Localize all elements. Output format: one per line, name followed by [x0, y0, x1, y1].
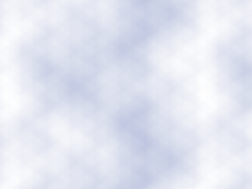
NiFe-MOF/NF — [39, 154, 42, 156]
Ni₃N/NF — [242, 133, 245, 135]
Ni₃N/NF — [219, 149, 222, 151]
IrO₂/NF — [118, 154, 121, 156]
NiFe-MOF@Ni₃N/NF — [228, 7, 231, 9]
Ni₃N/NF — [246, 127, 249, 129]
NiFe-MOF/NF — [75, 154, 78, 156]
NiFe-MOF@Ni₃N/NF — [127, 154, 130, 156]
X-axis label: E (V vs. RHE): E (V vs. RHE) — [112, 174, 176, 184]
Ni₃N/NF — [118, 154, 121, 156]
NiFe-MOF@Ni₃N/NF — [39, 154, 42, 156]
IrO₂/NF — [39, 154, 42, 156]
NiFe-MOF@Ni₃N/NF — [118, 154, 121, 156]
NF — [246, 153, 249, 155]
IrO₂/NF — [242, 72, 245, 75]
NF — [75, 154, 78, 156]
IrO₂/NF — [246, 49, 249, 52]
NF — [118, 154, 121, 156]
NiFe-MOF/NF — [118, 154, 121, 156]
NiFe-MOF/NF — [62, 154, 66, 156]
Ni₃N/NF — [75, 154, 78, 156]
NF — [242, 153, 245, 155]
Ni₃N/NF — [39, 154, 42, 156]
NF — [219, 154, 222, 156]
NF — [127, 154, 130, 156]
Line: NiFe-MOF/NF: NiFe-MOF/NF — [41, 81, 247, 155]
IrO₂/NF — [219, 133, 222, 136]
NiFe-MOF@Ni₃N/NF — [62, 154, 66, 156]
NiFe-MOF@Ni₃N/NF — [242, 7, 245, 9]
IrO₂/NF — [62, 154, 66, 156]
Line: Ni₃N/NF: Ni₃N/NF — [41, 128, 247, 155]
Y-axis label: j (mA cm⁻²): j (mA cm⁻²) — [5, 53, 15, 110]
NiFe-MOF/NF — [219, 140, 222, 142]
Ni₃N/NF — [62, 154, 66, 156]
NiFe-MOF/NF — [242, 97, 245, 99]
NiFe-MOF@Ni₃N/NF — [75, 154, 78, 156]
NiFe-MOF@Ni₃N/NF — [219, 70, 222, 72]
NiFe-MOF/NF — [246, 80, 249, 83]
IrO₂/NF — [127, 154, 130, 156]
NiFe-MOF@Ni₃N/NF — [246, 7, 249, 9]
NF — [39, 154, 42, 156]
Ni₃N/NF — [127, 154, 130, 156]
Legend: NF, Ni₃N/NF, NiFe-MOF/NF, NiFe-MOF@Ni₃N/NF, IrO₂/NF: NF, Ni₃N/NF, NiFe-MOF/NF, NiFe-MOF@Ni₃N/… — [43, 11, 124, 47]
Line: NF: NF — [41, 154, 247, 155]
NF — [62, 154, 66, 156]
Line: NiFe-MOF@Ni₃N/NF: NiFe-MOF@Ni₃N/NF — [41, 8, 247, 155]
Line: IrO₂/NF: IrO₂/NF — [41, 50, 247, 155]
NiFe-MOF/NF — [127, 154, 130, 156]
IrO₂/NF — [75, 154, 78, 156]
